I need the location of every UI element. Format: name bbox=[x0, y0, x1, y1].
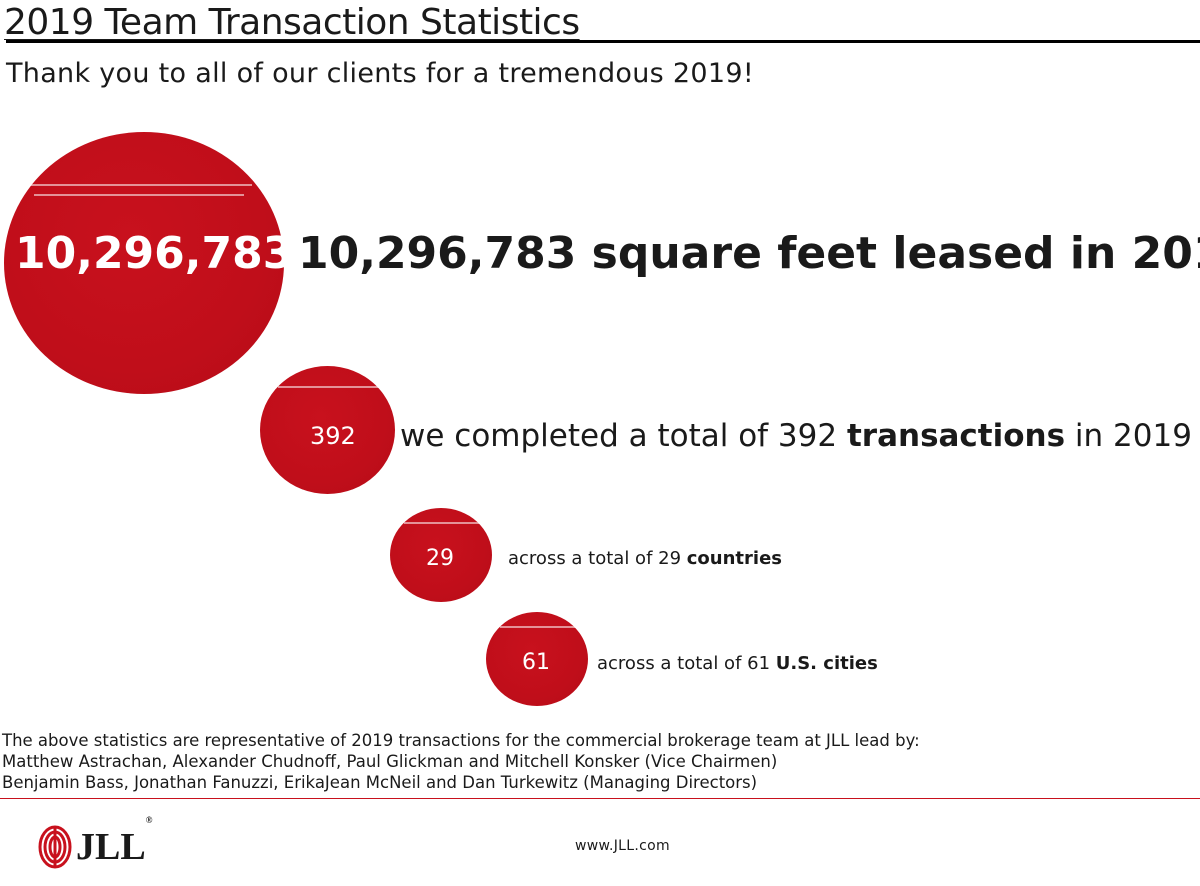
stat-text-transactions-post: in 2019 bbox=[1065, 418, 1192, 454]
stat-number-square-feet: 10,296,783 bbox=[15, 228, 294, 279]
page-subtitle: Thank you to all of our clients for a tr… bbox=[6, 58, 754, 89]
footnote: The above statistics are representative … bbox=[2, 730, 920, 793]
stat-text-countries-pre: across a total of 29 bbox=[508, 548, 687, 569]
stat-number-transactions: 392 bbox=[310, 422, 356, 450]
stat-bubble-square-feet bbox=[4, 132, 284, 394]
stat-number-cities: 61 bbox=[522, 650, 550, 675]
stat-text-square-feet: 10,296,783 square feet leased in 2019 bbox=[298, 228, 1200, 279]
stat-text-countries: across a total of 29 countries bbox=[508, 548, 782, 569]
title-underline bbox=[6, 40, 1200, 43]
stat-bubble-cities bbox=[486, 612, 588, 706]
footnote-line-2: Matthew Astrachan, Alexander Chudnoff, P… bbox=[2, 752, 778, 771]
stat-bubble-transactions bbox=[260, 366, 395, 494]
stat-text-square-feet-label: 10,296,783 square feet leased in 2019 bbox=[298, 228, 1200, 279]
footnote-line-1: The above statistics are representative … bbox=[2, 731, 920, 750]
website-url[interactable]: www.JLL.com bbox=[575, 838, 670, 854]
jll-logo: JLL® bbox=[38, 815, 152, 870]
stat-text-transactions-bold: transactions bbox=[846, 418, 1066, 454]
stat-text-transactions: we completed a total of 392 transactions… bbox=[400, 418, 1192, 454]
jll-logo-icon bbox=[38, 825, 72, 869]
footnote-line-3: Benjamin Bass, Jonathan Fanuzzi, ErikaJe… bbox=[2, 773, 758, 792]
page-title: 2019 Team Transaction Statistics bbox=[4, 2, 580, 43]
stat-text-countries-bold: countries bbox=[686, 548, 783, 569]
stat-text-transactions-pre: we completed a total of 392 bbox=[400, 418, 847, 454]
stat-text-cities: across a total of 61 U.S. cities bbox=[597, 653, 878, 674]
stat-bubble-countries bbox=[390, 508, 492, 602]
jll-logo-wordmark: JLL® bbox=[76, 815, 152, 869]
jll-logo-text: JLL bbox=[76, 826, 146, 868]
stat-text-cities-bold: U.S. cities bbox=[775, 653, 878, 674]
stat-number-countries: 29 bbox=[426, 546, 454, 571]
footer-divider bbox=[0, 798, 1200, 799]
jll-logo-registered: ® bbox=[145, 815, 153, 825]
stat-text-cities-pre: across a total of 61 bbox=[597, 653, 776, 674]
